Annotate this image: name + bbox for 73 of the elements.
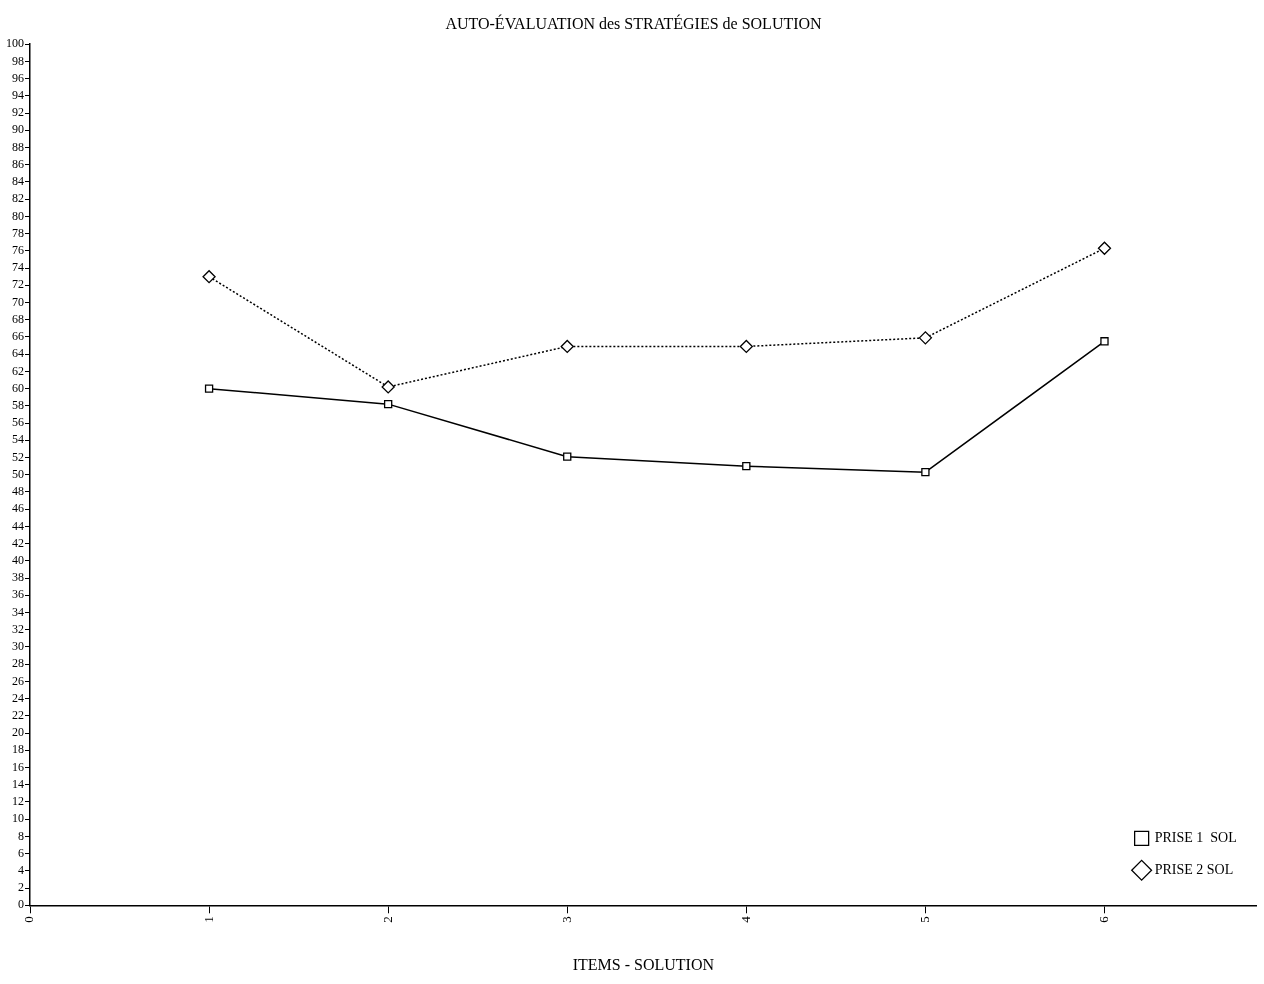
y-tick-label: 68 xyxy=(12,311,24,326)
point xyxy=(563,452,572,461)
y-tick-label: 46 xyxy=(12,501,24,516)
y-tick-label: 4 xyxy=(18,863,24,878)
y-tick-label: 42 xyxy=(12,535,24,550)
y-tick-label: 56 xyxy=(12,415,24,430)
point xyxy=(1097,241,1112,255)
y-tick-label: 52 xyxy=(12,449,24,464)
y-tick-label: 54 xyxy=(12,432,24,447)
x-tick-label: 6 xyxy=(1095,915,1111,923)
y-tick-label: 40 xyxy=(12,553,24,568)
y-tick-label: 80 xyxy=(12,208,24,223)
x-tick-label: 2 xyxy=(379,916,395,923)
legend-label: PRISE 1 SOL xyxy=(1154,829,1237,845)
y-tick-label: 100 xyxy=(6,36,24,51)
y-tick-label: 62 xyxy=(12,363,24,378)
y-tick-label: 48 xyxy=(12,484,24,499)
y-tick-label: 60 xyxy=(12,380,24,395)
point xyxy=(918,331,933,345)
y-tick-label: 2 xyxy=(18,880,24,895)
y-tick-label: 20 xyxy=(12,725,24,740)
x-tick-label: 4 xyxy=(737,915,753,923)
x-tick-label: 1 xyxy=(200,916,216,923)
y-tick-label: 24 xyxy=(12,690,24,705)
point xyxy=(742,461,751,471)
y-tick-label: 14 xyxy=(12,776,24,791)
y-tick-label: 30 xyxy=(12,639,24,654)
point xyxy=(383,399,393,409)
point xyxy=(381,380,395,394)
y-tick-label: 32 xyxy=(12,621,24,636)
chart-title: AUTO-ÉVALUATION des STRATÉGIES de SOLUTION xyxy=(445,13,823,32)
y-tick-label: 58 xyxy=(12,398,24,413)
point xyxy=(560,339,574,354)
y-tick-label: 34 xyxy=(12,604,24,619)
y-tick-label: 76 xyxy=(12,243,24,258)
y-tick-label: 38 xyxy=(12,570,24,585)
y-tick-label: 50 xyxy=(12,466,24,481)
y-tick-label: 66 xyxy=(12,329,24,344)
point xyxy=(739,339,753,354)
y-tick-label: 88 xyxy=(12,139,24,154)
point xyxy=(204,384,214,393)
y-tick-label: 92 xyxy=(12,105,24,120)
y-tick-label: 28 xyxy=(12,656,24,671)
y-tick-label: 8 xyxy=(18,828,24,843)
y-tick-label: 16 xyxy=(12,759,24,774)
y-tick-label: 86 xyxy=(12,156,24,171)
y-tick-label: 70 xyxy=(12,294,24,309)
x-axis-title: ITEMS - SOLUTION xyxy=(572,955,715,973)
point xyxy=(921,467,930,477)
y-tick-label: 64 xyxy=(12,346,24,361)
y-tick-label: 72 xyxy=(12,277,24,292)
y-tick-label: 44 xyxy=(12,518,24,533)
y-tick-label: 94 xyxy=(12,88,24,103)
y-tick-label: 84 xyxy=(12,174,24,189)
y-tick-label: 6 xyxy=(18,845,24,860)
y-tick-label: 90 xyxy=(12,122,24,137)
y-tick-label: 78 xyxy=(12,225,24,240)
y-tick-label: 26 xyxy=(12,673,24,688)
y-tick-label: 96 xyxy=(12,70,24,85)
y-tick-label: 12 xyxy=(12,794,24,809)
y-tick-label: 98 xyxy=(12,53,24,68)
x-tick-label: 3 xyxy=(558,916,574,923)
point xyxy=(202,270,216,284)
y-tick-label: 10 xyxy=(12,811,24,826)
y-tick-label: 18 xyxy=(12,742,24,757)
x-tick-label: 5 xyxy=(916,916,932,923)
y-tick-label: 0 xyxy=(18,897,24,912)
legend-label: PRISE 2 SOL xyxy=(1154,861,1234,877)
y-tick-label: 36 xyxy=(12,587,24,602)
y-tick-label: 82 xyxy=(12,191,24,206)
y-tick-label: 74 xyxy=(12,260,24,275)
point xyxy=(1100,337,1109,346)
y-tick-label: 22 xyxy=(12,708,24,723)
